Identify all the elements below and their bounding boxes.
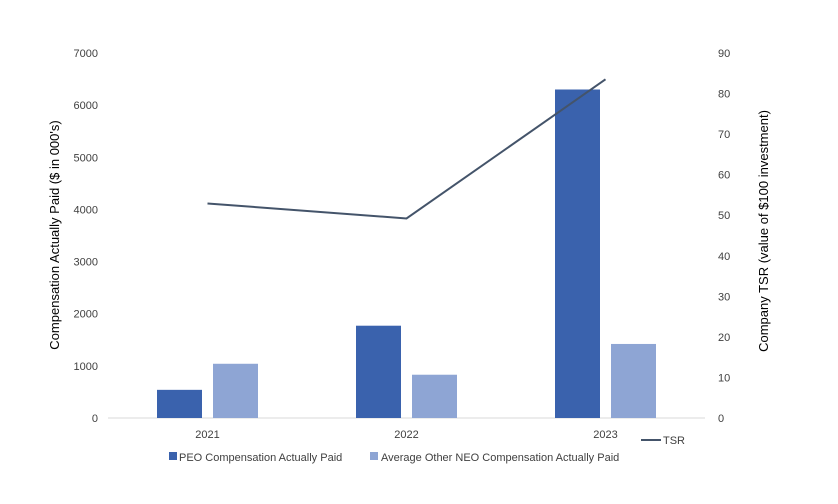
tsr-line-layer — [207, 78, 607, 220]
category-label: 2022 — [394, 429, 418, 441]
tsr-line — [207, 78, 607, 220]
legend-peo-swatch — [169, 452, 177, 460]
peo-bar-2023 — [555, 89, 600, 418]
legend: TSR PEO Compensation Actually Paid Avera… — [169, 435, 685, 464]
right-tick-label: 70 — [718, 129, 730, 141]
left-tick-label: 5000 — [74, 152, 98, 164]
bars — [157, 89, 656, 418]
left-tick-label: 4000 — [74, 204, 98, 216]
right-tick-label: 60 — [718, 170, 730, 182]
right-tick-label: 30 — [718, 291, 730, 303]
right-tick-label: 0 — [718, 413, 724, 425]
right-tick-label: 10 — [718, 372, 730, 384]
legend-peo-label: PEO Compensation Actually Paid — [179, 452, 342, 464]
left-tick-label: 3000 — [74, 257, 98, 269]
right-tick-label: 90 — [718, 48, 730, 60]
neo-bar-2023 — [611, 343, 656, 418]
right-axis-ticks: 0 10 20 30 40 50 60 70 80 90 — [718, 48, 730, 425]
legend-neo-swatch — [370, 452, 378, 460]
y-axis-title-right: Company TSR (value of $100 investment) — [756, 110, 771, 352]
legend-tsr-label: TSR — [663, 435, 685, 447]
category-label: 2021 — [195, 429, 219, 441]
left-tick-label: 2000 — [74, 309, 98, 321]
neo-bar-2021 — [213, 363, 258, 418]
left-tick-label: 1000 — [74, 361, 98, 373]
category-labels: 2021 2022 2023 — [195, 429, 617, 441]
y-axis-title-left: Compensation Actually Paid ($ in 000's) — [47, 120, 62, 349]
peo-bar-2022 — [356, 325, 401, 418]
left-tick-label: 7000 — [74, 48, 98, 60]
left-axis-ticks: 0 1000 2000 3000 4000 5000 6000 7000 — [74, 48, 98, 425]
right-tick-label: 50 — [718, 210, 730, 222]
right-tick-label: 80 — [718, 89, 730, 101]
right-tick-label: 20 — [718, 332, 730, 344]
left-tick-label: 6000 — [74, 100, 98, 112]
peo-bar-2021 — [157, 389, 202, 418]
right-tick-label: 40 — [718, 251, 730, 263]
left-tick-label: 0 — [92, 413, 98, 425]
category-label: 2023 — [593, 429, 617, 441]
neo-bar-2022 — [412, 374, 457, 418]
legend-neo-label: Average Other NEO Compensation Actually … — [381, 452, 619, 464]
